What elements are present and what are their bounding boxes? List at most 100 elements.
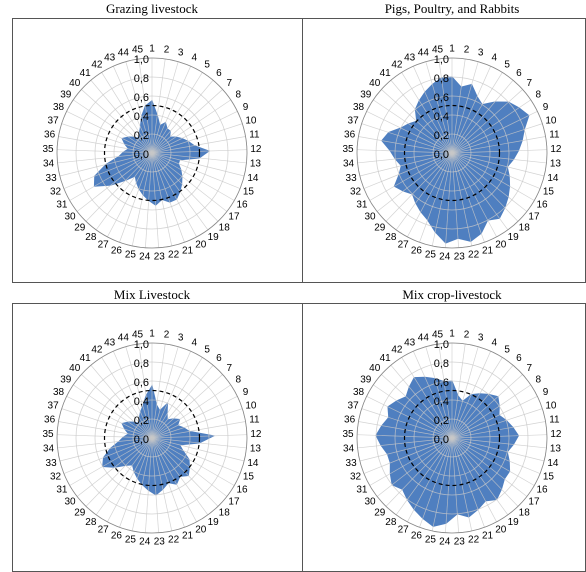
category-label: 14 xyxy=(247,458,259,469)
spoke xyxy=(151,89,223,154)
r-tick-label: 1,0 xyxy=(434,54,449,66)
category-label: 15 xyxy=(543,472,555,483)
spoke xyxy=(451,72,503,154)
r-tick-label: 0,8 xyxy=(434,73,449,85)
spoke xyxy=(138,58,153,154)
category-label: 37 xyxy=(348,116,360,127)
category-label: 22 xyxy=(468,534,480,545)
category-label: 39 xyxy=(360,374,372,385)
reference-circle xyxy=(103,104,201,202)
category-label: 35 xyxy=(43,429,55,440)
category-label: 19 xyxy=(208,232,220,243)
category-label: 33 xyxy=(46,458,58,469)
category-label: 31 xyxy=(356,200,368,211)
category-label: 44 xyxy=(118,48,130,59)
spoke xyxy=(451,152,547,164)
spoke xyxy=(69,437,153,486)
spoke xyxy=(451,66,491,154)
spoke xyxy=(95,152,153,231)
category-label: 34 xyxy=(343,159,355,170)
category-label: 13 xyxy=(250,159,262,170)
category-label: 9 xyxy=(543,102,549,113)
category-label: 19 xyxy=(508,232,520,243)
reference-circle xyxy=(403,104,501,202)
category-label: 16 xyxy=(237,200,249,211)
category-label: 33 xyxy=(46,173,58,184)
category-label: 4 xyxy=(492,338,498,349)
category-label: 10 xyxy=(545,116,557,127)
spoke xyxy=(59,152,153,177)
spoke xyxy=(85,152,153,222)
r-tick-label: 0,4 xyxy=(434,396,449,408)
r-tick-label: 1,0 xyxy=(134,54,149,66)
category-label: 41 xyxy=(80,353,92,364)
spoke xyxy=(385,437,453,507)
category-label: 8 xyxy=(535,89,541,100)
spoke xyxy=(151,66,191,154)
spoke xyxy=(407,437,453,523)
category-label: 24 xyxy=(139,251,151,262)
category-label: 44 xyxy=(418,48,430,59)
category-label: 39 xyxy=(60,89,72,100)
category-label: 11 xyxy=(549,130,560,141)
category-label: 45 xyxy=(132,45,144,56)
spoke xyxy=(151,351,191,439)
category-label: 34 xyxy=(43,159,55,170)
spoke xyxy=(151,58,166,154)
spoke xyxy=(395,152,453,231)
category-label: 44 xyxy=(118,333,130,344)
category-label: 13 xyxy=(550,444,562,455)
category-label: 18 xyxy=(219,222,231,233)
category-label: 18 xyxy=(519,222,531,233)
category-label: 45 xyxy=(132,330,144,341)
spoke xyxy=(451,58,466,154)
category-label: 4 xyxy=(492,53,498,64)
spoke xyxy=(151,343,166,439)
category-label: 31 xyxy=(56,485,68,496)
category-label: 25 xyxy=(125,534,137,545)
r-tick-label: 0,4 xyxy=(134,111,149,123)
category-label: 40 xyxy=(69,78,81,89)
category-label: 32 xyxy=(50,472,62,483)
category-label: 36 xyxy=(44,130,56,141)
category-label: 29 xyxy=(374,507,386,518)
category-label: 27 xyxy=(98,239,110,250)
spoke xyxy=(107,437,153,523)
category-label: 9 xyxy=(243,387,249,398)
outer-ring xyxy=(56,57,248,249)
spoke xyxy=(395,437,453,516)
category-label: 17 xyxy=(528,212,540,223)
category-label: 36 xyxy=(44,415,56,426)
category-label: 42 xyxy=(391,59,403,70)
category-label: 6 xyxy=(216,68,222,79)
category-label: 12 xyxy=(250,429,262,440)
category-label: 40 xyxy=(69,363,81,374)
category-label: 19 xyxy=(508,517,520,528)
outer-ring xyxy=(356,342,548,534)
category-label: 21 xyxy=(482,245,494,256)
category-label: 42 xyxy=(91,344,103,355)
spoke xyxy=(451,374,523,439)
category-label: 7 xyxy=(227,78,233,89)
r-tick-label: 0,2 xyxy=(434,415,449,427)
spoke xyxy=(151,152,241,189)
category-label: 29 xyxy=(374,222,386,233)
category-label: 39 xyxy=(360,89,372,100)
category-label: 4 xyxy=(192,53,198,64)
spoke xyxy=(359,437,453,462)
category-label: 16 xyxy=(237,485,249,496)
category-label: 25 xyxy=(425,534,437,545)
category-label: 13 xyxy=(250,444,262,455)
category-label: 29 xyxy=(74,507,86,518)
category-label: 38 xyxy=(353,102,365,113)
category-label: 40 xyxy=(369,363,381,374)
category-label: 11 xyxy=(249,130,260,141)
spoke xyxy=(451,437,547,449)
category-label: 34 xyxy=(343,444,355,455)
spoke xyxy=(138,343,153,439)
spoke xyxy=(151,346,179,439)
spoke xyxy=(451,343,466,439)
spoke xyxy=(451,152,545,177)
category-label: 33 xyxy=(346,458,358,469)
